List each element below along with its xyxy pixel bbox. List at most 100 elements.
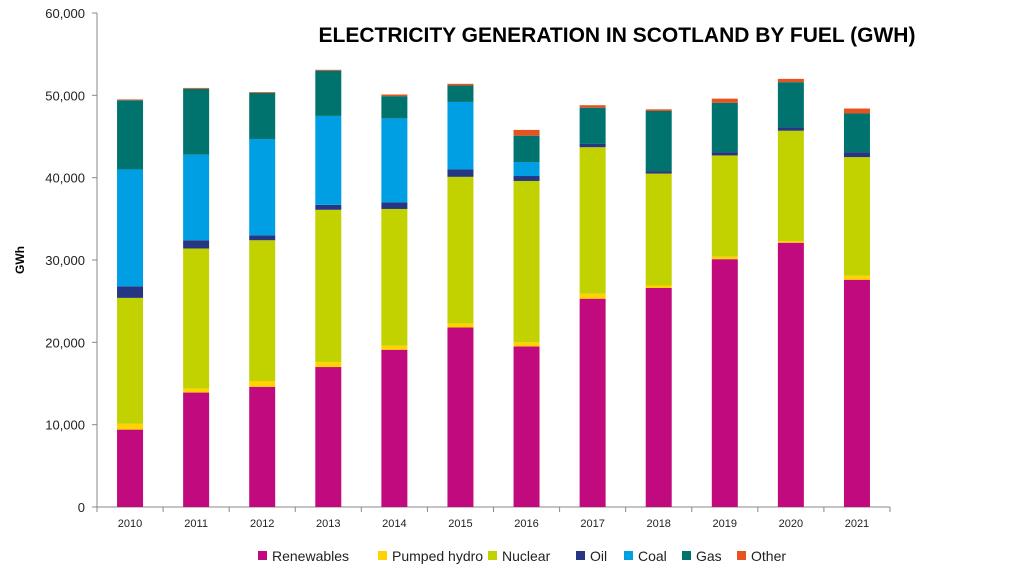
bar-segment-pumped-hydro [117,423,144,430]
bar-segment-other [843,108,870,114]
bar-segment-nuclear [513,180,540,343]
bar-segment-pumped-hydro [447,323,474,328]
bar-segment-other [183,87,210,89]
bar-segment-nuclear [183,248,210,389]
x-tick-label: 2017 [580,518,604,530]
bar-segment-renewables [315,367,342,507]
bar-segment-pumped-hydro [183,388,210,393]
bar-segment-pumped-hydro [513,342,540,347]
x-axis: 2010 2011 2012 2013 2014 2015 2016 2017 2018 2019… [96,506,891,530]
bar-segment-coal [249,138,276,236]
bar-segment-renewables [579,298,606,507]
bar-segment-renewables [183,392,210,507]
legend-label: Oil [590,548,607,564]
bar-segment-nuclear [579,147,606,294]
legend-swatch [378,551,387,560]
x-tick-label: 2014 [382,518,406,530]
bar-segment-renewables [777,242,804,507]
bar-segment-pumped-hydro [843,275,870,280]
bar-segment-pumped-hydro [645,285,672,288]
bar-segment-gas [249,92,276,139]
bar-segment-nuclear [711,155,738,257]
bar-segment-other [447,83,474,86]
bar-segment-coal [381,118,408,203]
bar-segment-gas [183,88,210,155]
legend-swatch [258,551,267,560]
bar-segment-renewables [513,346,540,507]
bar-segment-oil [711,152,738,156]
bar-segment-gas [117,100,144,170]
legend-swatch [624,551,633,560]
bar-segment-coal [447,101,474,170]
bar-segment-oil [579,143,606,148]
legend-label: Gas [696,548,722,564]
bar-segment-other [249,92,276,93]
bar-segment-other [579,105,606,108]
x-tick-label: 2016 [514,518,538,530]
bar-segment-renewables [645,287,672,507]
x-tick-label: 2019 [713,518,737,530]
x-tick-label: 2020 [779,518,803,530]
y-tick-label: 20,000 [45,335,85,350]
bar-segment-pumped-hydro [315,362,342,368]
bar-segment-gas [315,70,342,116]
bar-segment-nuclear [645,173,672,286]
bar-segment-oil [447,169,474,177]
bar-segment-nuclear [249,240,276,382]
y-tick-label: 60,000 [45,6,85,21]
bar-segment-oil [513,176,540,181]
bar-segment-gas [579,107,606,144]
bar-segment-nuclear [843,157,870,276]
x-tick-label: 2021 [845,518,869,530]
bar-segment-renewables [117,429,144,507]
bar-segment-renewables [711,259,738,507]
x-tick-label: 2012 [250,518,274,530]
bar-segment-gas [513,135,540,163]
bar-segment-oil [249,235,276,241]
bar-segment-coal [315,115,342,205]
legend-swatch [737,551,746,560]
bar-segment-other [513,129,540,136]
x-tick-label: 2011 [184,518,208,530]
y-tick-label: 0 [78,500,85,515]
bar-segment-gas [447,85,474,102]
bar-segment-coal [117,169,144,287]
y-axis: 0 10,000 20,000 30,000 40,000 50,000 60,000 [45,6,98,515]
legend-label: Other [751,548,786,564]
legend-label: Nuclear [502,548,551,564]
bar-segment-oil [777,127,804,131]
y-axis-label: GWh [13,246,27,274]
bars [117,69,870,507]
bar-segment-gas [645,110,672,172]
bar-segment-pumped-hydro [381,345,408,350]
chart-title: ELECTRICITY GENERATION IN SCOTLAND BY FU… [319,24,916,47]
bar-segment-other [645,109,672,111]
bar-segment-oil [645,171,672,174]
legend-label: Coal [638,548,667,564]
x-tick-label: 2015 [448,518,472,530]
bar-segment-coal [183,154,210,241]
bar-segment-nuclear [447,176,474,324]
bar-segment-pumped-hydro [579,293,606,299]
bar-segment-oil [843,152,870,158]
bar-segment-other [315,69,342,71]
bar-segment-gas [381,96,408,119]
bar-segment-gas [777,82,804,128]
bar-segment-nuclear [381,208,408,346]
legend: Renewables Pumped hydro Nuclear Oil Coal Gas O… [258,548,786,564]
bar-segment-nuclear [117,297,144,424]
bar-segment-other [381,94,408,97]
bar-segment-other [777,78,804,83]
bar-segment-oil [117,286,144,298]
legend-label: Renewables [272,548,349,564]
bar-segment-coal [513,162,540,177]
bar-segment-gas [843,113,870,153]
bar-segment-pumped-hydro [249,381,276,387]
bar-segment-other [711,98,738,103]
bar-segment-renewables [447,327,474,507]
bar-segment-gas [711,102,738,153]
bar-segment-renewables [843,279,870,507]
y-tick-label: 50,000 [45,88,85,103]
bar-segment-renewables [249,386,276,507]
